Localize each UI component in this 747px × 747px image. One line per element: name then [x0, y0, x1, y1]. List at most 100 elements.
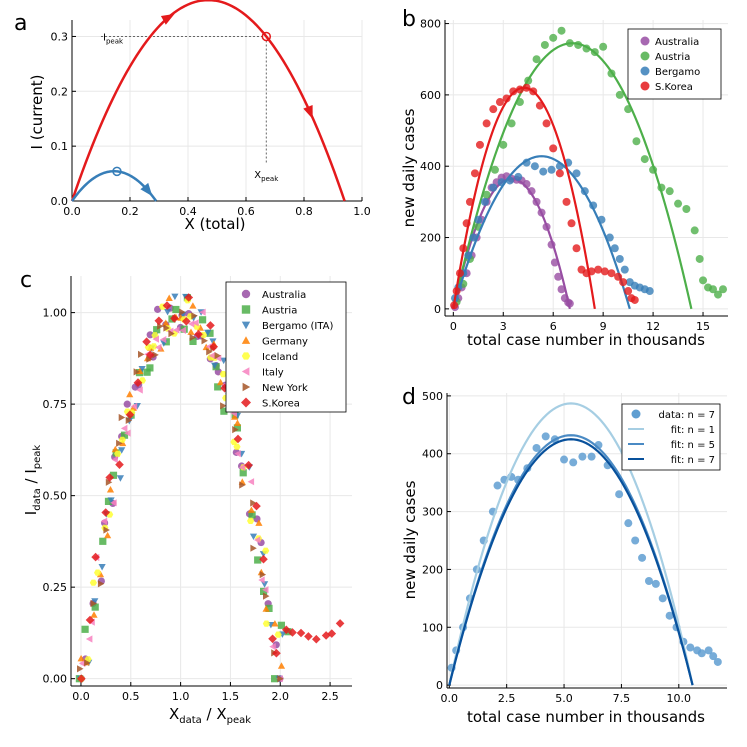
panel-a-ylabel: I (current)	[28, 74, 46, 149]
legend-label: S.Korea	[262, 399, 300, 410]
skorea-point	[209, 342, 218, 352]
skorea-point	[572, 244, 581, 253]
y-tick-label: 0.75	[43, 398, 68, 411]
i-peak-label: Ipeak	[103, 32, 124, 45]
germany-point	[165, 294, 173, 301]
skorea-point	[489, 105, 498, 114]
blue-arrow	[140, 182, 153, 197]
skorea-point	[268, 634, 277, 644]
italy-point	[208, 352, 216, 360]
data-point	[541, 432, 550, 441]
skorea-point	[630, 295, 639, 304]
italy-point	[238, 463, 246, 471]
x-tick-label: 0.0	[63, 205, 81, 218]
y-tick-label: 0.3	[51, 30, 69, 43]
y-tick-label: 1.00	[43, 307, 68, 320]
italy-point	[173, 326, 180, 334]
legend-marker	[241, 305, 251, 314]
i-peak-main: I	[103, 32, 106, 43]
germany-point	[104, 531, 112, 539]
i-peak-sub: peak	[106, 37, 124, 45]
skorea-point	[567, 219, 576, 228]
bergamoita-point	[138, 366, 146, 373]
austria-point	[172, 305, 180, 314]
austria-point	[615, 90, 624, 99]
newyork-point	[232, 426, 239, 434]
germany-point	[189, 302, 197, 309]
panel-b-xlabel: total case number in thousands	[467, 331, 705, 349]
bergamo-point	[572, 169, 581, 178]
iceland-point	[247, 517, 255, 524]
newyork-point	[163, 324, 170, 332]
x-tick-label: 0.4	[179, 205, 197, 218]
data-point	[644, 576, 653, 585]
austria-point	[599, 42, 608, 51]
panel-d-letter: d	[402, 385, 416, 410]
skorea-point	[233, 434, 243, 444]
newyork-point	[214, 352, 221, 360]
bergamo-fit-line	[452, 155, 631, 310]
austria-point	[699, 276, 708, 285]
austria-point	[277, 621, 285, 629]
bergamoita-point	[98, 564, 106, 571]
y-tick-label: 800	[420, 18, 441, 31]
skorea-point	[162, 301, 172, 310]
austria-point	[682, 205, 691, 214]
austria-fit-line	[452, 42, 693, 310]
austria-point	[709, 285, 718, 294]
panel-b-letter: b	[402, 7, 416, 32]
x-tick-label: 0.0	[72, 690, 90, 703]
legend-label: New York	[262, 383, 308, 394]
skorea-point	[335, 619, 345, 628]
newyork-point	[201, 337, 208, 345]
panel-d-xlabel: total case number in thousands	[467, 708, 705, 726]
italy-point	[120, 424, 128, 432]
germany-point	[271, 620, 279, 627]
newyork-point	[125, 416, 133, 424]
newyork-point	[84, 659, 91, 667]
iceland-point	[94, 569, 102, 576]
iceland-point	[114, 450, 122, 457]
panel-b: b 0 3 6 9 12 15 0 200 400 600 800 total case numbe…	[400, 7, 728, 349]
austria-point	[490, 165, 499, 174]
italy-point	[111, 456, 118, 464]
x-tick-label: 0	[450, 320, 457, 333]
x-peak-label: Xpeak	[254, 170, 279, 183]
legend-marker	[241, 289, 251, 299]
data-point	[697, 649, 706, 658]
panel-d-ylabel: new daily cases	[401, 480, 419, 599]
legend-label: Italy	[262, 368, 284, 379]
panel-a-xlabel: X (total)	[184, 215, 245, 233]
germany-point	[233, 419, 242, 426]
x-tick-label: 0.0	[441, 692, 459, 705]
legend-label: Australia	[655, 37, 699, 48]
austria-point	[714, 290, 723, 299]
skorea-point	[105, 473, 114, 482]
germany-point	[262, 605, 270, 612]
y-tick-label: 0	[436, 679, 443, 692]
y-tick-label: 500	[422, 390, 443, 403]
data-point	[709, 652, 718, 661]
bergamoita-point	[118, 447, 126, 454]
iceland-point	[262, 620, 270, 627]
y-tick-label: 400	[422, 448, 443, 461]
data-point	[658, 594, 667, 603]
germany-point	[277, 662, 286, 669]
data-point	[638, 553, 647, 562]
skorea-point	[549, 144, 558, 153]
legend-marker	[640, 36, 650, 46]
skorea-point	[312, 634, 321, 644]
italy-point	[262, 586, 269, 594]
legend-marker	[241, 352, 251, 360]
legend-marker	[640, 81, 650, 91]
fit--n---7-line	[448, 438, 694, 686]
italy-point	[234, 450, 241, 458]
newyork-point	[179, 308, 186, 316]
data-point	[665, 611, 674, 620]
bergamo-point	[489, 183, 498, 192]
x-tick-label: 2.5	[498, 692, 516, 705]
iceland-point	[89, 579, 97, 586]
bergamo-point	[610, 244, 619, 253]
data-point	[587, 452, 596, 461]
italy-point	[188, 320, 195, 328]
